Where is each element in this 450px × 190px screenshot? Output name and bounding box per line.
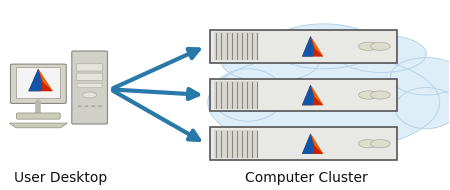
Ellipse shape bbox=[391, 58, 450, 95]
Circle shape bbox=[91, 105, 95, 107]
Circle shape bbox=[359, 91, 378, 99]
Polygon shape bbox=[310, 36, 323, 57]
Polygon shape bbox=[9, 123, 68, 128]
FancyBboxPatch shape bbox=[214, 32, 258, 60]
Polygon shape bbox=[302, 36, 314, 57]
FancyBboxPatch shape bbox=[210, 30, 397, 63]
Circle shape bbox=[84, 105, 89, 107]
Ellipse shape bbox=[208, 54, 440, 151]
Circle shape bbox=[359, 140, 378, 148]
Circle shape bbox=[370, 42, 390, 50]
Circle shape bbox=[82, 92, 97, 98]
Polygon shape bbox=[28, 69, 53, 91]
Circle shape bbox=[370, 91, 390, 99]
Polygon shape bbox=[302, 36, 323, 57]
Circle shape bbox=[370, 140, 390, 148]
Polygon shape bbox=[28, 69, 42, 91]
FancyBboxPatch shape bbox=[72, 51, 108, 124]
FancyBboxPatch shape bbox=[17, 113, 60, 119]
Text: User Desktop: User Desktop bbox=[14, 171, 107, 185]
Polygon shape bbox=[38, 69, 53, 91]
FancyBboxPatch shape bbox=[76, 64, 103, 71]
Ellipse shape bbox=[270, 24, 377, 69]
Polygon shape bbox=[302, 85, 323, 105]
FancyBboxPatch shape bbox=[214, 81, 258, 109]
FancyBboxPatch shape bbox=[16, 66, 60, 98]
Polygon shape bbox=[310, 85, 323, 105]
Circle shape bbox=[359, 42, 378, 50]
FancyBboxPatch shape bbox=[210, 127, 397, 160]
Ellipse shape bbox=[395, 88, 450, 129]
Polygon shape bbox=[310, 133, 323, 154]
Ellipse shape bbox=[337, 35, 426, 73]
FancyBboxPatch shape bbox=[77, 83, 102, 88]
Polygon shape bbox=[302, 133, 323, 154]
FancyBboxPatch shape bbox=[76, 73, 103, 80]
Polygon shape bbox=[302, 85, 314, 105]
FancyBboxPatch shape bbox=[210, 79, 397, 111]
Ellipse shape bbox=[212, 69, 284, 121]
Circle shape bbox=[98, 105, 102, 107]
Ellipse shape bbox=[221, 41, 320, 82]
FancyBboxPatch shape bbox=[10, 64, 66, 103]
Circle shape bbox=[77, 105, 82, 107]
Text: Computer Cluster: Computer Cluster bbox=[244, 171, 367, 185]
Polygon shape bbox=[302, 133, 314, 154]
FancyBboxPatch shape bbox=[214, 130, 258, 158]
